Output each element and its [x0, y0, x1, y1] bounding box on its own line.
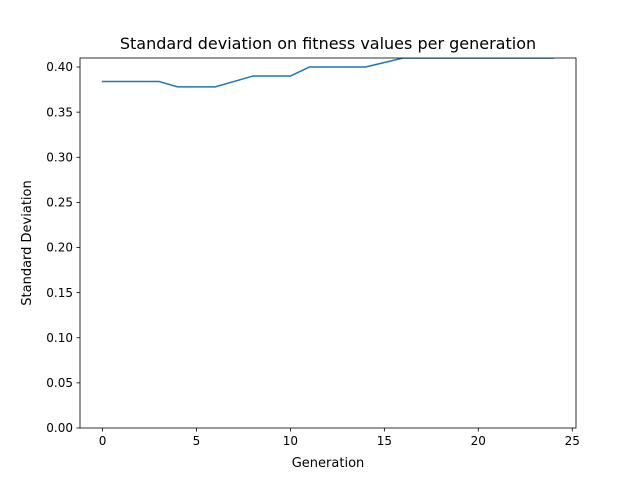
- y-tick-label-2: 0.10: [46, 331, 73, 345]
- x-tick-label-2: 10: [283, 434, 298, 448]
- y-axis-label: Standard Deviation: [20, 180, 35, 305]
- plot-layer: 0 5 10 15 20 25 0.00 0.05 0.10 0.15 0.20 0.25 0.30 0.…: [46, 57, 580, 448]
- y-tick-label-1: 0.05: [46, 376, 73, 390]
- plot-frame: [79, 57, 577, 429]
- y-tick-label-4: 0.20: [46, 241, 73, 255]
- series-line-0: [101, 58, 555, 88]
- y-tick-label-0: 0.00: [46, 421, 73, 435]
- x-tick-label-0: 0: [99, 434, 107, 448]
- x-tick-label-1: 5: [193, 434, 201, 448]
- y-tick-label-7: 0.35: [46, 105, 73, 119]
- x-tick-label-5: 25: [565, 434, 580, 448]
- x-axis-label: Generation: [292, 456, 365, 471]
- y-tick-label-5: 0.25: [46, 196, 73, 210]
- y-tick-label-6: 0.30: [46, 150, 73, 164]
- x-tick-label-4: 20: [471, 434, 486, 448]
- y-tick-label-3: 0.15: [46, 286, 73, 300]
- chart-title: Standard deviation on fitness values per…: [120, 34, 536, 53]
- x-tick-label-3: 15: [377, 434, 392, 448]
- y-tick-label-8: 0.40: [46, 60, 73, 74]
